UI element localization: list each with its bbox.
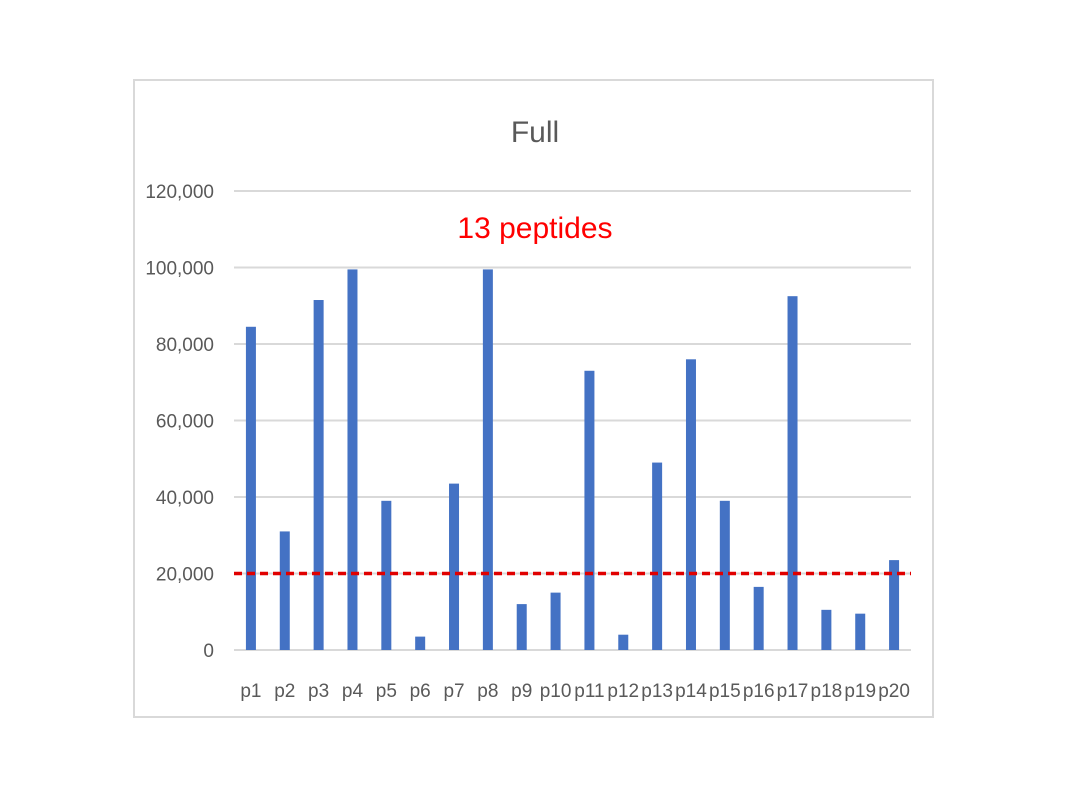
bar-p2 xyxy=(279,531,290,650)
chart-frame: Full 13 peptides 0 20,000 40,000 60,000 80,0… xyxy=(133,79,934,718)
bar-p12 xyxy=(618,634,629,650)
y-tick-label: 120,000 xyxy=(145,182,214,203)
bar-p10 xyxy=(550,592,561,650)
x-tick-label: p3 xyxy=(308,681,329,702)
bar-chart: Full 13 peptides 0 20,000 40,000 60,000 80,0… xyxy=(145,116,911,702)
bar-p9 xyxy=(516,604,527,650)
x-tick-label: p5 xyxy=(376,681,397,702)
y-axis-ticks: 0 20,000 40,000 60,000 80,000 100,000 120,000 xyxy=(145,182,214,662)
bar-p15 xyxy=(719,500,730,650)
x-tick-label: p1 xyxy=(240,681,261,702)
bar-p20 xyxy=(889,560,900,650)
bar-p16 xyxy=(753,586,764,650)
x-tick-label: p17 xyxy=(777,681,809,702)
x-tick-label: p6 xyxy=(410,681,431,702)
gridlines xyxy=(234,190,911,651)
y-tick-label: 40,000 xyxy=(156,488,214,509)
bar-p13 xyxy=(652,462,663,650)
x-tick-label: p10 xyxy=(540,681,572,702)
x-tick-label: p9 xyxy=(511,681,532,702)
y-tick-label: 0 xyxy=(203,641,214,662)
x-tick-label: p19 xyxy=(844,681,876,702)
x-tick-label: p14 xyxy=(675,681,707,702)
bar-p1 xyxy=(245,326,256,650)
y-tick-label: 100,000 xyxy=(145,259,214,280)
y-tick-label: 20,000 xyxy=(156,565,214,586)
y-tick-label: 60,000 xyxy=(156,412,214,433)
bar-p11 xyxy=(584,370,595,650)
x-tick-label: p15 xyxy=(709,681,741,702)
bar-p17 xyxy=(787,296,798,650)
y-tick-label: 80,000 xyxy=(156,335,214,356)
bar-p6 xyxy=(415,636,426,650)
bar-p8 xyxy=(482,269,493,650)
bar-p5 xyxy=(381,500,392,650)
bars xyxy=(245,269,900,650)
annotation-label: 13 peptides xyxy=(457,212,612,245)
bar-p19 xyxy=(855,613,866,650)
bar-p4 xyxy=(347,269,358,650)
bar-p14 xyxy=(685,359,696,650)
x-tick-label: p18 xyxy=(811,681,843,702)
x-tick-label: p8 xyxy=(477,681,498,702)
x-tick-label: p20 xyxy=(878,681,910,702)
bar-p18 xyxy=(821,609,832,650)
bar-p7 xyxy=(449,483,460,650)
x-tick-label: p11 xyxy=(574,681,604,702)
chart-title: Full xyxy=(511,116,559,149)
x-tick-label: p12 xyxy=(607,681,639,702)
bar-p3 xyxy=(313,300,324,650)
x-tick-label: p7 xyxy=(443,681,464,702)
x-tick-label: p4 xyxy=(342,681,364,702)
x-tick-label: p13 xyxy=(641,681,673,702)
x-tick-label: p2 xyxy=(274,681,295,702)
x-axis-labels: p1 p2 p3 p4 p5 p6 p7 p8 p9 p10 p11 p12 p13 p14 p15 p16 p… xyxy=(240,681,910,702)
x-tick-label: p16 xyxy=(743,681,775,702)
